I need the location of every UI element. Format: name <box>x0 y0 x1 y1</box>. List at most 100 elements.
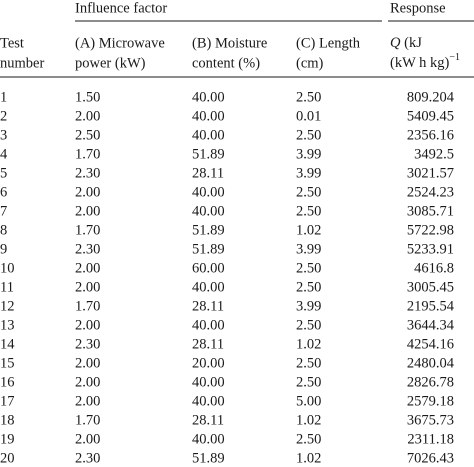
unit: (kW h kg) <box>390 55 450 71</box>
cell: 1.02 <box>296 222 321 238</box>
cell: 40.00 <box>192 89 225 105</box>
cell: 51.89 <box>192 222 225 238</box>
cell: 12 <box>0 298 15 314</box>
cell: 2.50 <box>296 260 321 276</box>
cell: 2.00 <box>75 317 100 333</box>
cell: 4616.8 <box>414 260 454 276</box>
cell: 28.11 <box>192 412 224 428</box>
cell: 2.50 <box>296 184 321 200</box>
cell: 20 <box>0 450 15 466</box>
cell: 8 <box>0 222 7 238</box>
cell: 2.00 <box>75 260 100 276</box>
cell: 15 <box>0 355 15 371</box>
cell: 1 <box>0 89 7 105</box>
group-label: Influence factor <box>75 0 167 16</box>
cell: 5 <box>0 165 7 181</box>
cell: 3492.5 <box>414 146 454 162</box>
cell: 2.00 <box>75 203 100 219</box>
cell: 5722.98 <box>407 222 454 238</box>
cell: 28.11 <box>192 298 224 314</box>
column-header: (C) Length <box>296 35 361 51</box>
cell: 1.70 <box>75 412 100 428</box>
cell: 1.02 <box>296 412 321 428</box>
cell: 18 <box>0 412 15 428</box>
cell: 1.02 <box>296 336 321 352</box>
column-header: power (kW) <box>75 55 146 71</box>
exponent: −1 <box>449 52 460 63</box>
cell: 28.11 <box>192 165 224 181</box>
cell: 2.50 <box>296 203 321 219</box>
response-header: Q (kJ <box>390 35 422 51</box>
column-header: (B) Moisture <box>192 35 267 51</box>
cell: 2 <box>0 108 7 124</box>
cell: 3 <box>0 127 7 143</box>
cell: 1.70 <box>75 298 100 314</box>
cell: 40.00 <box>192 203 225 219</box>
cell: 2524.23 <box>407 184 454 200</box>
cell: 809.204 <box>407 89 455 105</box>
response-header: (kW h kg)−1 <box>390 52 460 71</box>
cell: 3.99 <box>296 146 321 162</box>
cell: 2.00 <box>75 279 100 295</box>
cell: 4254.16 <box>407 336 454 352</box>
cell: 1.50 <box>75 89 100 105</box>
cell: 2.00 <box>75 108 100 124</box>
cell: 2.50 <box>296 355 321 371</box>
cell: 16 <box>0 374 15 390</box>
cell: 51.89 <box>192 241 225 257</box>
cell: 2.50 <box>296 317 321 333</box>
cell: 3085.71 <box>407 203 454 219</box>
cell: 3644.34 <box>407 317 455 333</box>
cell: 3021.57 <box>407 165 454 181</box>
cell: 40.00 <box>192 317 225 333</box>
cell: 2.30 <box>75 450 100 466</box>
cell: 5233.91 <box>407 241 454 257</box>
cell: 3.99 <box>296 241 321 257</box>
column-header: (A) Microwave <box>75 35 165 51</box>
cell: 51.89 <box>192 146 225 162</box>
cell: 40.00 <box>192 184 225 200</box>
cell: 51.89 <box>192 450 225 466</box>
cell: 2.30 <box>75 241 100 257</box>
cell: 2.50 <box>296 374 321 390</box>
cell: 2.50 <box>296 431 321 447</box>
cell: 2480.04 <box>407 355 455 371</box>
cell: 40.00 <box>192 393 225 409</box>
cell: 0.01 <box>296 108 321 124</box>
cell: 2356.16 <box>407 127 454 143</box>
unit: (kJ <box>400 35 422 51</box>
cell: 3.99 <box>296 298 321 314</box>
cell: 2311.18 <box>407 431 454 447</box>
cell: 3005.45 <box>407 279 454 295</box>
cell: 1.02 <box>296 450 321 466</box>
column-header: content (%) <box>192 55 260 71</box>
cell: 1.70 <box>75 222 100 238</box>
cell: 40.00 <box>192 279 225 295</box>
cell: 2.50 <box>296 279 321 295</box>
cell: 6 <box>0 184 7 200</box>
cell: 2195.54 <box>407 298 455 314</box>
cell: 2.00 <box>75 355 100 371</box>
column-header: Test <box>0 35 24 51</box>
cell: 28.11 <box>192 336 224 352</box>
cell: 11 <box>0 279 14 295</box>
cell: 17 <box>0 393 15 409</box>
cell: 40.00 <box>192 127 225 143</box>
cell: 1.70 <box>75 146 100 162</box>
cell: 2.30 <box>75 165 100 181</box>
cell: 2.00 <box>75 431 100 447</box>
cell: 40.00 <box>192 108 225 124</box>
cell: 7026.43 <box>407 450 454 466</box>
symbol: Q <box>390 35 401 51</box>
cell: 2.00 <box>75 374 100 390</box>
cell: 2826.78 <box>407 374 454 390</box>
cell: 19 <box>0 431 15 447</box>
cell: 40.00 <box>192 374 225 390</box>
cell: 60.00 <box>192 260 225 276</box>
cell: 7 <box>0 203 7 219</box>
cell: 2.50 <box>75 127 100 143</box>
cell: 10 <box>0 260 15 276</box>
group-label: Response <box>390 0 446 16</box>
cell: 14 <box>0 336 15 352</box>
